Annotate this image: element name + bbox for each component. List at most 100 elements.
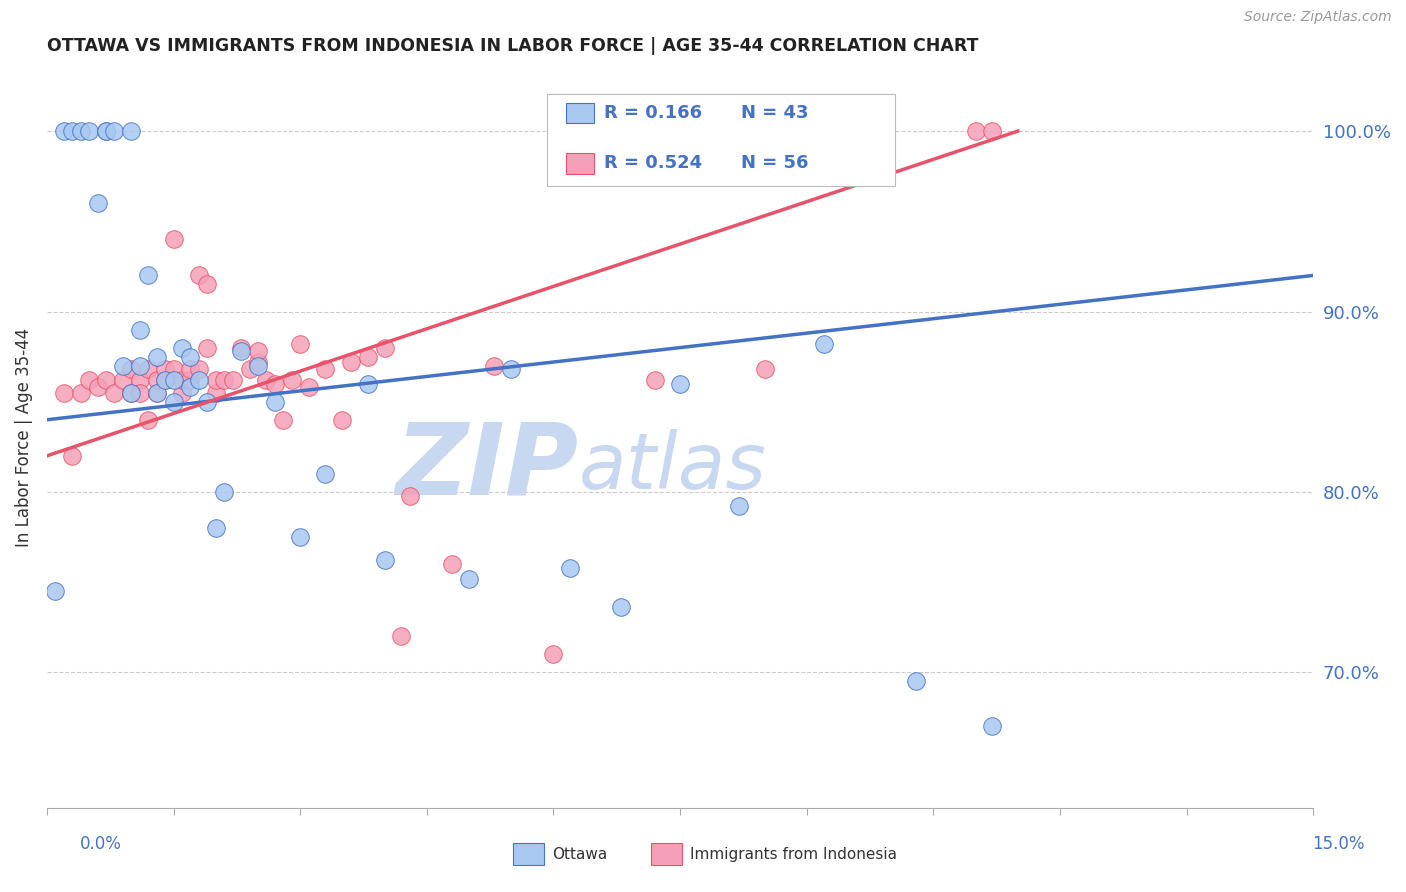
Point bbox=[94, 124, 117, 138]
Point bbox=[44, 584, 66, 599]
Point bbox=[195, 341, 218, 355]
Point bbox=[905, 674, 928, 689]
Point bbox=[263, 376, 285, 391]
Point bbox=[391, 629, 413, 643]
Point bbox=[170, 341, 193, 355]
Point bbox=[813, 337, 835, 351]
Point bbox=[120, 362, 142, 376]
Point bbox=[179, 362, 201, 376]
Point bbox=[136, 413, 159, 427]
Point bbox=[86, 380, 108, 394]
Point bbox=[728, 500, 751, 514]
Point bbox=[179, 373, 201, 387]
Point bbox=[484, 359, 506, 373]
Point bbox=[170, 373, 193, 387]
Text: 0.0%: 0.0% bbox=[80, 835, 122, 853]
Point bbox=[212, 373, 235, 387]
Text: atlas: atlas bbox=[579, 429, 766, 506]
Point bbox=[162, 362, 184, 376]
Point bbox=[246, 344, 269, 359]
Point bbox=[195, 277, 218, 292]
Point bbox=[271, 413, 294, 427]
Point bbox=[145, 373, 167, 387]
Point bbox=[965, 124, 987, 138]
Point bbox=[145, 385, 167, 400]
Point bbox=[94, 373, 117, 387]
Point bbox=[280, 373, 302, 387]
Point bbox=[179, 380, 201, 394]
Point bbox=[111, 359, 134, 373]
Point bbox=[187, 362, 209, 376]
FancyBboxPatch shape bbox=[567, 153, 593, 174]
Point bbox=[543, 647, 565, 661]
Text: Immigrants from Indonesia: Immigrants from Indonesia bbox=[690, 847, 897, 862]
Point bbox=[357, 376, 380, 391]
Point bbox=[103, 124, 125, 138]
Point bbox=[246, 355, 269, 369]
Point bbox=[204, 385, 226, 400]
Point bbox=[560, 560, 582, 574]
Text: Ottawa: Ottawa bbox=[553, 847, 607, 862]
Point bbox=[170, 385, 193, 400]
Text: N = 43: N = 43 bbox=[741, 104, 808, 122]
Point bbox=[357, 350, 380, 364]
Text: Source: ZipAtlas.com: Source: ZipAtlas.com bbox=[1244, 10, 1392, 23]
Point bbox=[340, 355, 363, 369]
Point bbox=[246, 359, 269, 373]
Point bbox=[610, 600, 633, 615]
Point bbox=[120, 124, 142, 138]
Point bbox=[212, 484, 235, 499]
Point bbox=[52, 124, 75, 138]
Point bbox=[153, 373, 176, 387]
Point bbox=[145, 385, 167, 400]
Text: 15.0%: 15.0% bbox=[1312, 835, 1365, 853]
Text: R = 0.524: R = 0.524 bbox=[605, 154, 702, 172]
Point bbox=[52, 385, 75, 400]
Point bbox=[128, 322, 150, 336]
Text: OTTAWA VS IMMIGRANTS FROM INDONESIA IN LABOR FORCE | AGE 35-44 CORRELATION CHART: OTTAWA VS IMMIGRANTS FROM INDONESIA IN L… bbox=[46, 37, 979, 55]
Point bbox=[162, 394, 184, 409]
Point bbox=[77, 124, 100, 138]
FancyBboxPatch shape bbox=[547, 94, 896, 186]
Point bbox=[187, 268, 209, 283]
Point bbox=[120, 385, 142, 400]
Point bbox=[69, 124, 91, 138]
Point bbox=[136, 268, 159, 283]
Text: R = 0.166: R = 0.166 bbox=[605, 104, 702, 122]
Point bbox=[297, 380, 319, 394]
Text: ZIP: ZIP bbox=[395, 419, 579, 516]
FancyBboxPatch shape bbox=[567, 103, 593, 123]
Point bbox=[128, 385, 150, 400]
Point bbox=[221, 373, 243, 387]
Point bbox=[145, 350, 167, 364]
Text: N = 56: N = 56 bbox=[741, 154, 808, 172]
Point bbox=[229, 341, 252, 355]
Point bbox=[238, 362, 260, 376]
Point bbox=[254, 373, 277, 387]
Point bbox=[374, 341, 396, 355]
Point bbox=[94, 124, 117, 138]
Point bbox=[288, 337, 311, 351]
Point bbox=[229, 344, 252, 359]
Point bbox=[162, 373, 184, 387]
Point bbox=[399, 489, 422, 503]
Point bbox=[69, 385, 91, 400]
Point bbox=[136, 362, 159, 376]
Point bbox=[128, 373, 150, 387]
Point bbox=[204, 521, 226, 535]
Point bbox=[187, 373, 209, 387]
Point bbox=[111, 373, 134, 387]
Point bbox=[60, 124, 83, 138]
Point bbox=[153, 362, 176, 376]
Point bbox=[195, 394, 218, 409]
Point bbox=[754, 362, 776, 376]
Point bbox=[288, 530, 311, 544]
Point bbox=[458, 572, 481, 586]
Point bbox=[315, 467, 337, 481]
Point bbox=[332, 413, 354, 427]
Point bbox=[315, 362, 337, 376]
Point bbox=[501, 362, 523, 376]
Point bbox=[204, 373, 226, 387]
Point bbox=[644, 373, 666, 387]
Point bbox=[86, 196, 108, 211]
